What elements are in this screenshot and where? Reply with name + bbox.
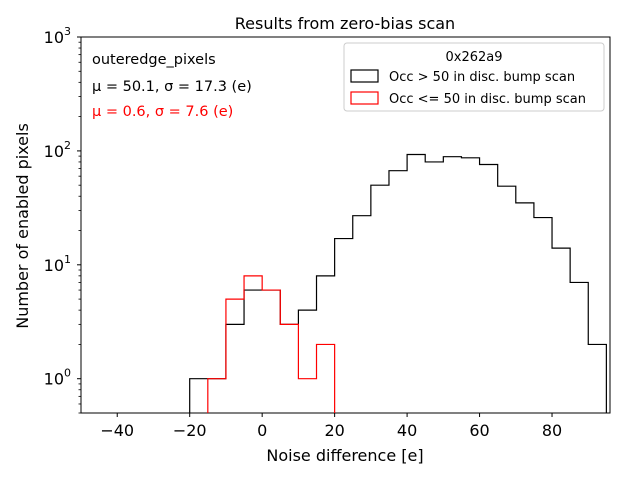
histogram-bin [461,158,479,413]
histogram-bin [588,344,606,413]
histogram-bin [407,154,425,413]
histogram-bin [552,248,570,413]
histogram-bin [480,164,498,413]
histogram-bin [353,216,371,413]
chart-title: Results from zero-bias scan [235,14,455,33]
legend-label-red: Occ <= 50 in disc. bump scan [389,92,586,107]
y-tick-label: 101 [44,253,71,275]
x-tick-label: 20 [324,421,344,440]
histogram-bin [443,157,461,413]
histogram-bin [226,299,244,413]
histogram-bin [371,185,389,413]
histogram-bin [570,282,588,413]
histogram-bin [498,186,516,413]
legend-title: 0x262a9 [445,50,502,65]
histogram-bin [534,218,552,413]
histogram-bin [425,162,443,413]
histogram-bin [244,276,262,413]
histogram-bin [190,379,208,413]
histogram-bin [208,379,226,413]
y-tick-label: 103 [44,25,71,47]
x-axis-label: Noise difference [e] [266,446,423,465]
stats-annotations: outeredge_pixels μ = 50.1, σ = 17.3 (e) … [92,52,252,120]
x-tick-label: 40 [397,421,417,440]
x-tick-label: 0 [257,421,267,440]
legend-frame [343,42,605,112]
x-axis: −40 −20 0 20 40 60 80 [100,413,562,440]
y-axis-label: Number of enabled pixels [13,123,32,329]
annotation-stats-red: μ = 0.6, σ = 7.6 (e) [92,104,233,120]
histogram-bin [262,290,280,413]
annotation-stats-black: μ = 50.1, σ = 17.3 (e) [92,79,252,95]
series-1 [207,275,336,413]
x-tick-label: 80 [542,421,562,440]
legend-swatch-black [350,69,379,83]
histogram-bin [389,171,407,413]
histogram-bin [335,239,353,413]
legend-label-black: Occ > 50 in disc. bump scan [389,70,575,85]
histogram-bin [317,344,335,413]
y-axis: 100 101 102 103 [44,25,81,414]
histogram-bin [280,324,298,413]
annotation-name: outeredge_pixels [92,52,216,68]
histogram-series [189,153,607,413]
y-tick-label: 100 [44,367,71,389]
y-tick-label: 102 [44,139,71,161]
x-tick-label: −20 [173,421,207,440]
x-tick-label: −40 [100,421,134,440]
histogram-bin [516,203,534,413]
legend-swatch-red [350,91,379,105]
x-tick-label: 60 [469,421,489,440]
histogram-bin [298,379,316,413]
series-outline-1 [207,275,336,413]
legend: 0x262a9 Occ > 50 in disc. bump scan Occ … [343,42,605,112]
